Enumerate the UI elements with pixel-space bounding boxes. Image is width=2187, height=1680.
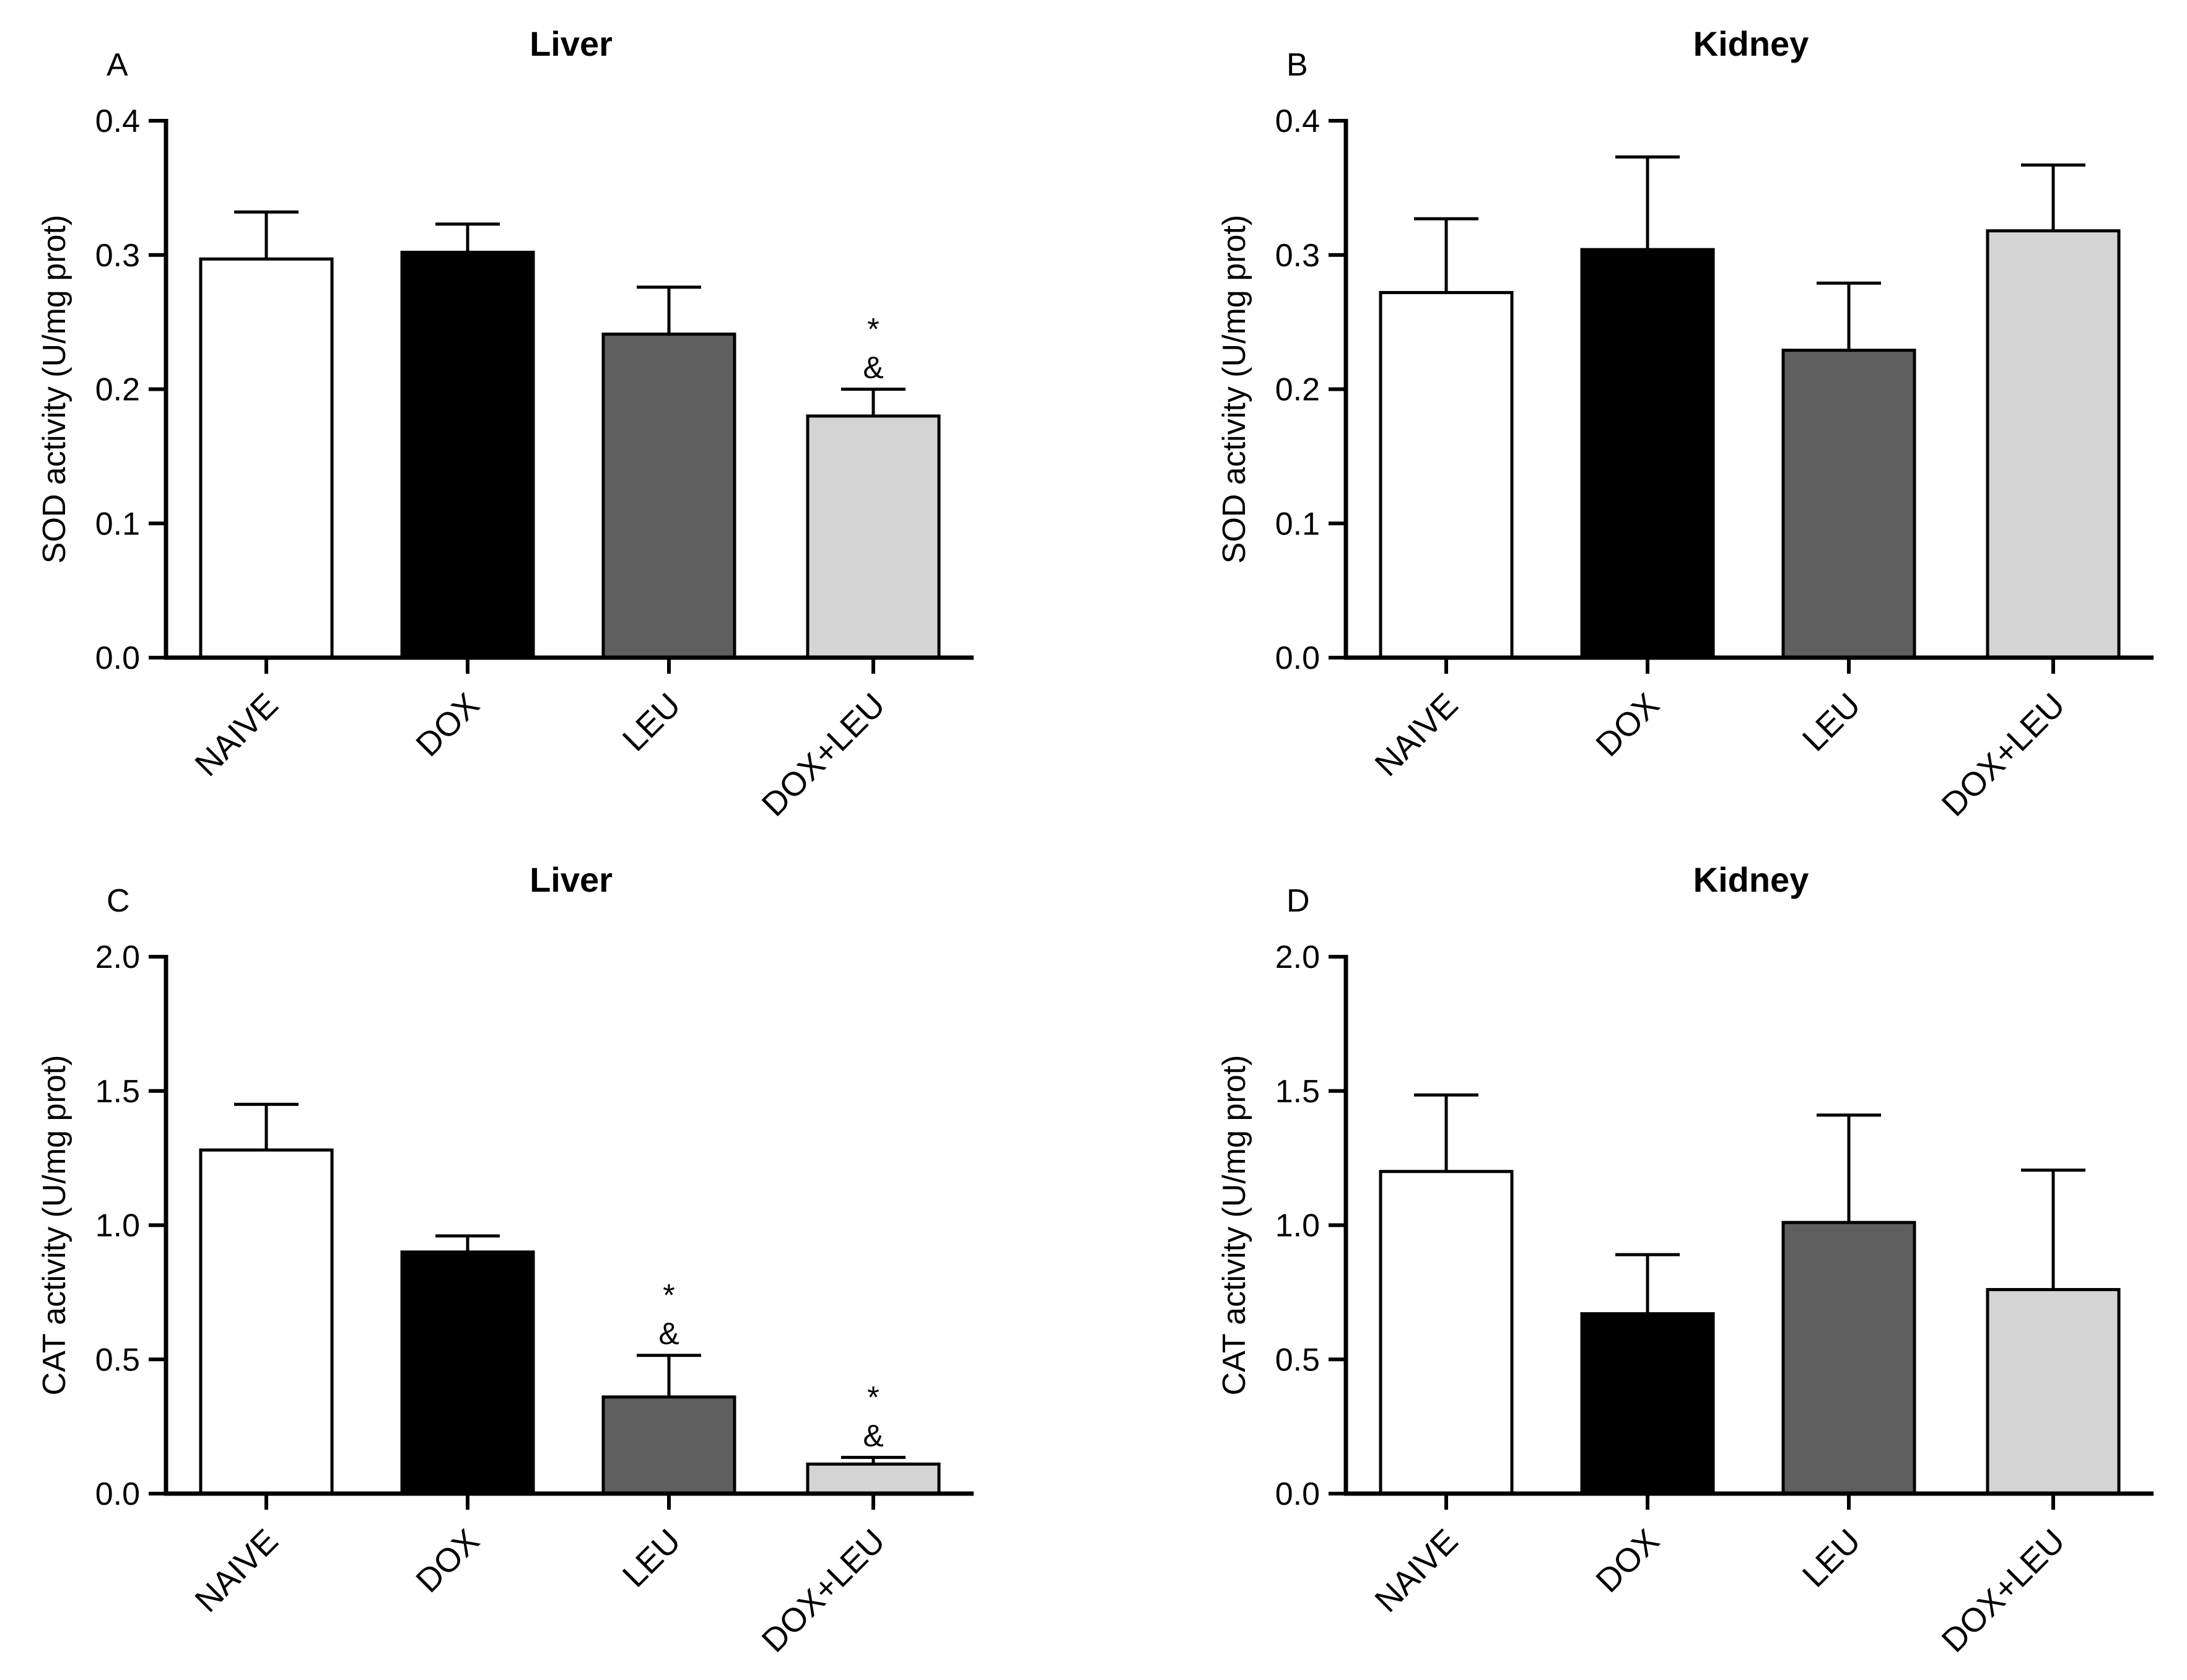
x-tick-label: DOX bbox=[409, 686, 486, 764]
y-tick-label: 1.5 bbox=[1275, 1074, 1320, 1110]
significance-asterisk: * bbox=[867, 312, 879, 347]
panel-a: A Liver SOD activity (U/mg prot) NAIVE DOX LE… bbox=[37, 24, 974, 824]
y-tick-label: 0.0 bbox=[1275, 1476, 1320, 1512]
y-tick-label: 0.2 bbox=[95, 372, 140, 408]
y-tick-label: 0.5 bbox=[95, 1342, 140, 1378]
x-tick-label: DOX bbox=[409, 1522, 486, 1599]
chart-title: Liver bbox=[530, 860, 613, 899]
y-axis-label: SOD activity (U/mg prot) bbox=[37, 215, 72, 564]
significance-ampersand: & bbox=[863, 350, 883, 385]
bar-dox bbox=[400, 1250, 535, 1495]
bar-leu bbox=[1781, 349, 1916, 659]
y-tick-label: 0.1 bbox=[1275, 506, 1320, 542]
y-axis-label: CAT activity (U/mg prot) bbox=[37, 1055, 72, 1396]
bar-dox bbox=[1580, 1312, 1715, 1495]
bar-dox bbox=[400, 250, 535, 659]
x-tick-label: DOX bbox=[1589, 686, 1666, 764]
x-tick-label: NAIVE bbox=[1368, 686, 1465, 783]
x-tick-label: DOX+LEU bbox=[1935, 686, 2072, 824]
y-tick-label: 0.0 bbox=[1275, 640, 1320, 676]
panel-d: D Kidney CAT activity (U/mg prot) NAIVE DOX L… bbox=[1216, 860, 2154, 1660]
y-axis-label: CAT activity (U/mg prot) bbox=[1216, 1055, 1252, 1396]
y-tick-label: 1.0 bbox=[95, 1208, 140, 1244]
significance-ampersand: & bbox=[658, 1317, 679, 1351]
y-tick-label: 2.0 bbox=[95, 939, 140, 975]
y-tick-label: 1.5 bbox=[95, 1074, 140, 1110]
x-tick-label: DOX+LEU bbox=[1935, 1522, 2072, 1660]
panel-letter: B bbox=[1286, 47, 1308, 83]
bar-leu bbox=[601, 333, 736, 659]
bar-dox-leu bbox=[1986, 1288, 2121, 1495]
y-tick-label: 0.3 bbox=[1275, 238, 1320, 274]
x-tick-label: DOX+LEU bbox=[755, 1522, 893, 1660]
panel-b: B Kidney SOD activity (U/mg prot) NAIVE DOX L… bbox=[1216, 24, 2154, 824]
panel-letter: D bbox=[1286, 883, 1310, 919]
panel-c: C Liver CAT activity (U/mg prot) NAIVE DOX & *… bbox=[37, 860, 974, 1660]
chart-title: Kidney bbox=[1693, 860, 1809, 899]
bar-leu bbox=[601, 1395, 736, 1495]
y-tick-label: 0.0 bbox=[95, 1476, 140, 1512]
x-tick-label: LEU bbox=[1796, 686, 1868, 759]
y-tick-label: 0.4 bbox=[95, 103, 140, 139]
bar-dox bbox=[1580, 248, 1715, 659]
y-tick-label: 0.1 bbox=[95, 506, 140, 542]
chart-title: Kidney bbox=[1693, 24, 1809, 63]
y-tick-label: 0.0 bbox=[95, 640, 140, 676]
y-tick-label: 0.5 bbox=[1275, 1342, 1320, 1378]
y-tick-label: 0.2 bbox=[1275, 372, 1320, 408]
bar-dox-leu bbox=[1986, 229, 2121, 659]
x-tick-label: LEU bbox=[616, 1522, 688, 1595]
chart-title: Liver bbox=[530, 24, 613, 63]
x-tick-label: NAIVE bbox=[188, 1522, 285, 1619]
panel-letter: C bbox=[107, 883, 130, 919]
x-tick-label: LEU bbox=[1796, 1522, 1868, 1595]
x-tick-label: NAIVE bbox=[188, 686, 285, 783]
bar-dox-leu bbox=[806, 1462, 941, 1495]
significance-asterisk: * bbox=[867, 1380, 879, 1414]
bar-naive bbox=[1379, 1170, 1514, 1495]
y-tick-label: 1.0 bbox=[1275, 1208, 1320, 1244]
x-tick-label: DOX+LEU bbox=[755, 686, 893, 824]
y-tick-label: 0.4 bbox=[1275, 103, 1320, 139]
x-tick-label: NAIVE bbox=[1368, 1522, 1465, 1619]
x-tick-label: DOX bbox=[1589, 1522, 1666, 1599]
y-tick-label: 0.3 bbox=[95, 238, 140, 274]
bar-naive bbox=[199, 257, 334, 659]
y-axis-label: SOD activity (U/mg prot) bbox=[1216, 215, 1252, 564]
bar-leu bbox=[1781, 1221, 1916, 1495]
bar-dox-leu bbox=[806, 414, 941, 659]
significance-asterisk: * bbox=[663, 1278, 674, 1313]
bar-naive bbox=[199, 1148, 334, 1495]
significance-ampersand: & bbox=[863, 1418, 883, 1453]
panel-letter: A bbox=[107, 47, 128, 83]
y-tick-label: 2.0 bbox=[1275, 939, 1320, 975]
x-tick-label: LEU bbox=[616, 686, 688, 759]
bar-naive bbox=[1379, 290, 1514, 659]
